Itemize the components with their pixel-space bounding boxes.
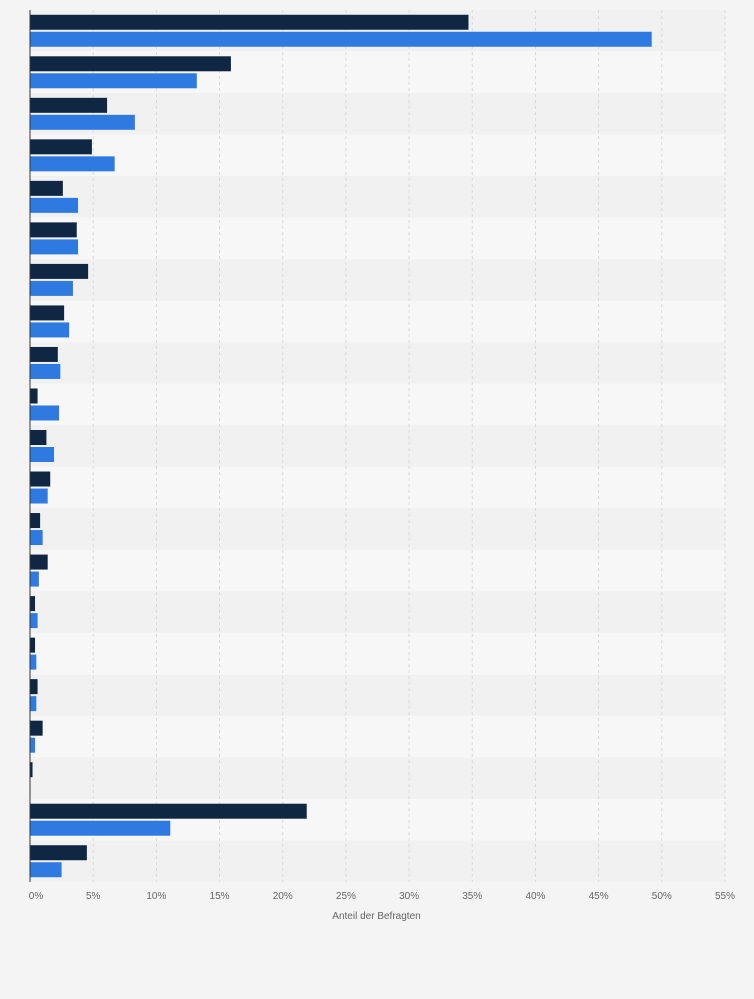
row-band — [30, 425, 725, 467]
x-tick-label: 55% — [715, 891, 735, 902]
x-tick-label: 15% — [210, 891, 230, 902]
x-tick-label: 0% — [29, 891, 44, 902]
row-band — [30, 134, 725, 177]
row-bands — [30, 10, 725, 882]
gridlines — [92, 10, 726, 882]
bar-series-2 — [30, 613, 38, 629]
x-tick-label: 40% — [525, 891, 545, 902]
bar-series-2 — [30, 280, 73, 296]
bar-series-2 — [30, 571, 39, 587]
row-band — [30, 715, 725, 758]
x-axis-label: Anteil der Befragten — [332, 911, 420, 922]
bar-series-2 — [30, 322, 70, 338]
bar-series-1 — [30, 346, 58, 362]
bar-series-1 — [30, 720, 43, 736]
bar-series-2 — [30, 31, 652, 47]
x-tick-label: 35% — [462, 891, 482, 902]
row-band — [30, 591, 725, 633]
row-band — [30, 549, 725, 592]
bar-series-2 — [30, 820, 171, 836]
bar-series-1 — [30, 845, 87, 861]
x-tick-label: 10% — [146, 891, 166, 902]
bar-series-1 — [30, 762, 33, 778]
bar-series-2 — [30, 114, 135, 130]
row-band — [30, 383, 725, 426]
bar-series-2 — [30, 363, 61, 379]
bar-series-2 — [30, 654, 37, 670]
bars — [30, 14, 652, 878]
bar-series-1 — [30, 679, 38, 695]
bar-series-1 — [30, 222, 77, 238]
bar-series-2 — [30, 73, 197, 89]
bar-series-1 — [30, 388, 38, 404]
bar-series-1 — [30, 554, 48, 570]
row-band — [30, 93, 725, 135]
bar-series-2 — [30, 405, 60, 421]
row-band — [30, 217, 725, 260]
row-band — [30, 176, 725, 218]
row-band — [30, 259, 725, 301]
row-band — [30, 674, 725, 716]
bar-series-2 — [30, 488, 48, 504]
x-tick-label: 20% — [273, 891, 293, 902]
bar-series-1 — [30, 471, 51, 487]
x-tick-label: 30% — [399, 891, 419, 902]
row-band — [30, 508, 725, 550]
bar-series-2 — [30, 530, 43, 546]
bar-series-1 — [30, 305, 65, 321]
bar-series-1 — [30, 263, 89, 279]
x-tick-label: 50% — [652, 891, 672, 902]
bar-series-1 — [30, 97, 108, 113]
bar-series-2 — [30, 197, 79, 213]
bar-series-1 — [30, 596, 36, 612]
bar-series-1 — [30, 14, 469, 30]
bar-series-1 — [30, 56, 231, 72]
x-tick-label: 5% — [86, 891, 101, 902]
row-band — [30, 342, 725, 384]
bar-series-2 — [30, 737, 36, 753]
bar-series-2 — [30, 447, 55, 462]
row-band — [30, 300, 725, 343]
bar-series-1 — [30, 430, 47, 445]
row-band — [30, 757, 725, 799]
bar-series-2 — [30, 156, 115, 172]
bar-series-2 — [30, 696, 37, 712]
row-band — [30, 466, 725, 509]
row-band — [30, 840, 725, 882]
bar-series-2 — [30, 862, 62, 878]
x-axis-ticks: 0% 5% 10% 15% 20% 25% 30% 35% 40% 45% 50% 55% — [29, 891, 735, 902]
x-tick-label: 45% — [589, 891, 609, 902]
bar-series-1 — [30, 803, 307, 819]
x-tick-label: 25% — [336, 891, 356, 902]
bar-series-1 — [30, 139, 92, 155]
row-band — [30, 632, 725, 675]
bar-series-2 — [30, 239, 79, 255]
bar-series-1 — [30, 180, 63, 196]
bar-series-1 — [30, 513, 41, 529]
bar-series-1 — [30, 637, 36, 653]
